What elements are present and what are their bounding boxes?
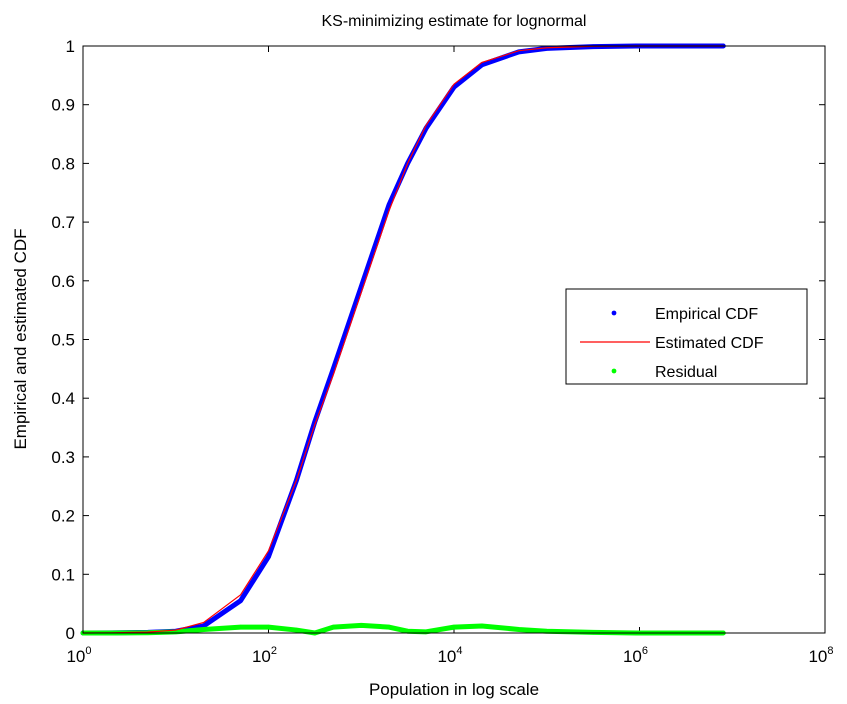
y-tick-label: 0.3 <box>51 448 75 467</box>
data-point <box>451 624 457 630</box>
data-point <box>516 627 522 632</box>
legend-label: Empirical CDF <box>655 306 758 323</box>
data-point <box>479 623 485 629</box>
x-tick-label: 104 <box>437 645 462 666</box>
y-tick-label: 0.2 <box>51 507 75 526</box>
data-point <box>266 554 271 559</box>
plot-frame <box>82 45 826 634</box>
data-point <box>544 629 549 634</box>
y-tick-label: 0.6 <box>51 272 75 291</box>
y-tick-label: 0.1 <box>51 565 75 584</box>
legend-item: Residual <box>611 364 717 381</box>
x-tick-label: 106 <box>623 645 648 666</box>
data-point <box>405 629 410 634</box>
data-point <box>359 623 364 628</box>
y-tick-label: 0.9 <box>51 96 75 115</box>
legend-label: Estimated CDF <box>655 335 764 352</box>
series-layer <box>80 43 726 636</box>
legend-swatch <box>611 310 617 316</box>
series-residual <box>80 622 726 636</box>
y-tick-label: 0.4 <box>51 389 75 408</box>
data-point <box>201 627 206 632</box>
data-point <box>386 624 392 630</box>
x-tick-label: 102 <box>252 645 277 666</box>
data-point <box>238 624 243 630</box>
data-point <box>294 627 299 633</box>
legend-item: Empirical CDF <box>611 306 758 323</box>
legend-box <box>565 288 808 385</box>
y-tick-label: 0 <box>66 624 75 643</box>
y-tick-label: 0.8 <box>51 154 75 173</box>
axis-ticks: 0 0.1 0.2 0.3 0.4 0.5 0.6 0.7 0.8 0.9 1 100 102 104 10… <box>51 37 833 666</box>
y-tick-label: 1 <box>66 37 75 56</box>
chart-title: KS-minimizing estimate for lognormal <box>322 13 587 30</box>
data-point <box>266 624 271 630</box>
legend-swatch <box>611 368 617 374</box>
x-tick-label: 100 <box>66 645 91 666</box>
y-tick-label: 0.5 <box>51 331 75 350</box>
data-point <box>238 598 243 603</box>
x-axis-label: Population in log scale <box>369 680 539 699</box>
legend-label: Residual <box>655 364 717 381</box>
x-tick-label: 108 <box>808 645 833 666</box>
series-estimated-cdf <box>82 45 724 634</box>
legend-item: Estimated CDF <box>580 335 764 352</box>
data-point <box>331 624 336 630</box>
series-line <box>82 45 724 634</box>
y-tick-label: 0.7 <box>51 213 75 232</box>
series-dot-trail <box>80 622 726 636</box>
data-point <box>590 630 596 635</box>
data-point <box>386 202 392 207</box>
legend: Empirical CDF Estimated CDF Residual <box>565 288 808 385</box>
y-axis-label: Empirical and estimated CDF <box>11 228 30 449</box>
